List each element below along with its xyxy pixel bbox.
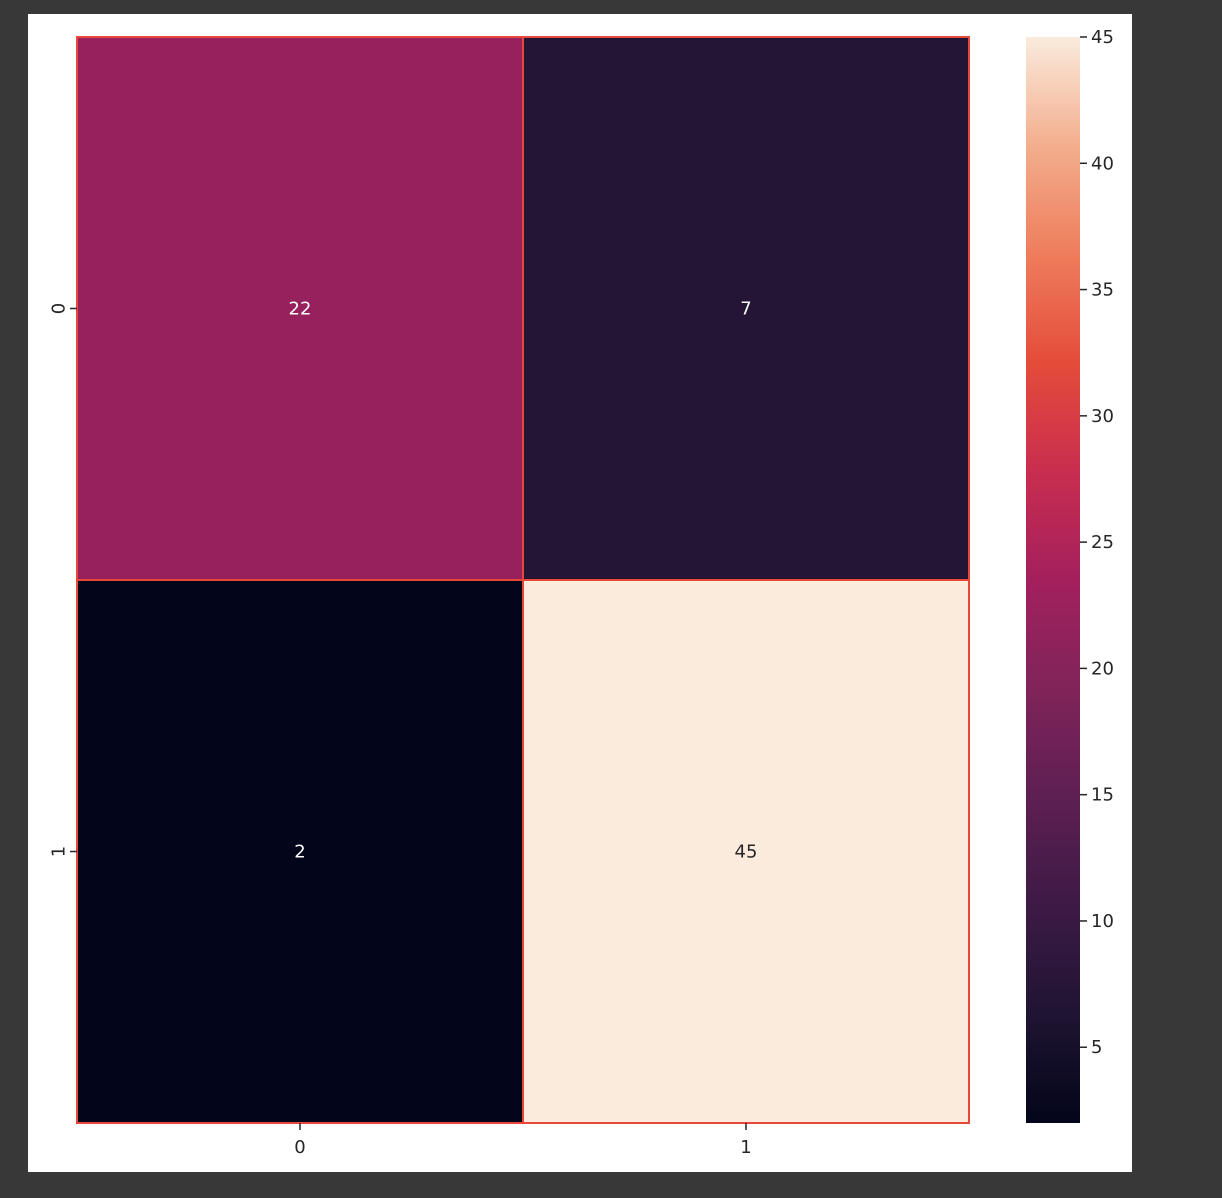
y-tick-label-1: 1 [49,846,70,857]
colorbar-tick-label-6: 35 [1091,280,1114,301]
heatmap-cell-r1-c0 [76,579,524,1124]
cell-value-label-r1-c1: 45 [735,842,758,863]
colorbar-axis: 5 10 15 20 25 30 35 40 45 [1080,27,1114,1058]
colorbar-tick-label-8: 45 [1091,27,1114,48]
colorbar-tick-label-0: 5 [1091,1037,1102,1058]
colorbar-tick-label-5: 30 [1091,406,1114,427]
y-axis: 01 [49,303,77,857]
colorbar-tick-label-7: 40 [1091,153,1114,174]
colorbar-tick-label-1: 10 [1091,911,1114,932]
heatmap-cell-r1-c1 [522,579,970,1124]
x-tick-label-0: 0 [294,1137,305,1158]
heatmap-annotations: 22 7 2 45 [289,299,758,863]
colorbar-tick-label-3: 20 [1091,658,1114,679]
cell-value-label-r0-c0: 22 [289,299,312,320]
heatmap-cell-r0-c0 [76,36,524,581]
colorbar [1026,37,1080,1123]
colorbar-tick-label-2: 15 [1091,785,1114,806]
cell-value-label-r1-c0: 2 [294,842,305,863]
heatmap-cells [76,36,970,1124]
colorbar-tick-label-4: 25 [1091,532,1114,553]
x-tick-label-1: 1 [740,1137,751,1158]
heatmap-cell-r0-c1 [522,36,970,581]
y-tick-label-0: 0 [49,303,70,314]
cell-value-label-r0-c1: 7 [740,299,751,320]
